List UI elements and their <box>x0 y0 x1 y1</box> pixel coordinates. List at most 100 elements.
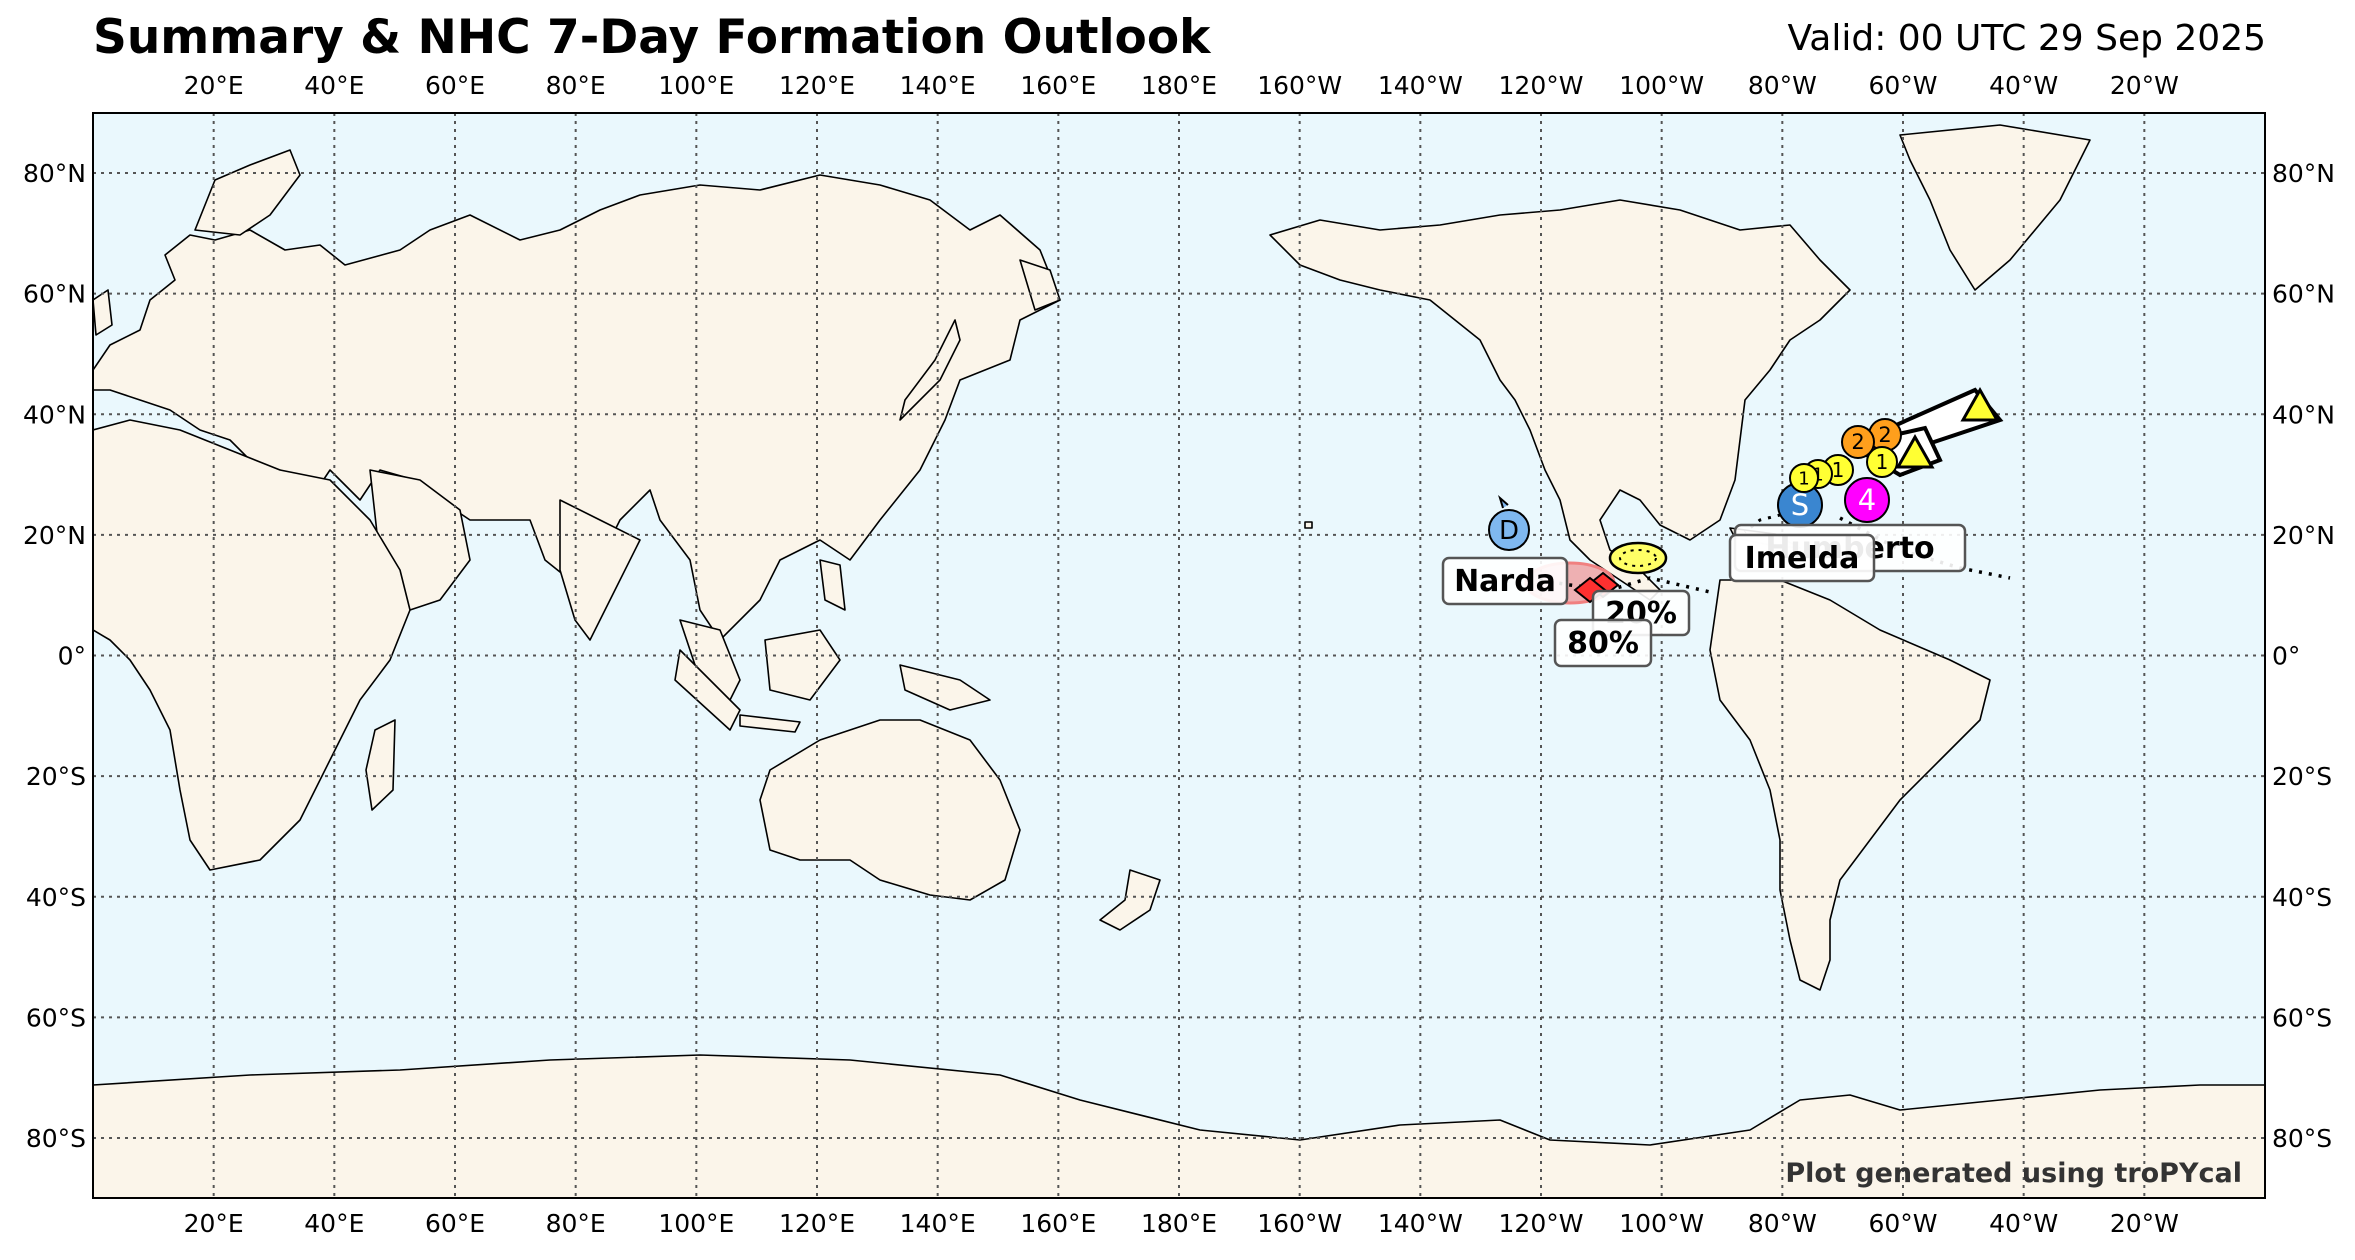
longitude-tick-label: 100°W <box>1619 71 1704 100</box>
longitude-tick-label: 160°E <box>1020 71 1096 100</box>
latitude-tick-label: 80°N <box>2272 159 2335 188</box>
latitude-labels-right: 80°N 60°N 40°N 20°N 0° 20°S 40°S 60°S 80°S <box>2272 159 2335 1153</box>
latitude-tick-label: 20°N <box>23 521 86 550</box>
land-java <box>739 714 801 733</box>
latitude-tick-label: 60°S <box>26 1003 86 1032</box>
longitude-tick-label: 120°E <box>779 1209 855 1238</box>
longitude-tick-label: 40°W <box>1989 71 2058 100</box>
longitude-tick-label: 60°W <box>1868 1209 1937 1238</box>
storm-marker-symbol: S <box>1791 488 1809 522</box>
latitude-tick-label: 20°S <box>26 762 86 791</box>
longitude-tick-label: 60°E <box>425 1209 485 1238</box>
storm-marker-symbol: 1 <box>1798 468 1809 489</box>
latitude-tick-label: 40°S <box>2272 883 2332 912</box>
longitude-tick-label: 140°W <box>1378 1209 1463 1238</box>
land-antarctica <box>93 1054 2265 1198</box>
land-philippines <box>819 559 846 611</box>
latitude-labels-left: 80°N 60°N 40°N 20°N 0° 20°S 40°S 60°S 80°S <box>23 159 86 1153</box>
land-scandinavia <box>194 149 301 236</box>
longitude-tick-label: 100°W <box>1619 1209 1704 1238</box>
storm-marker-circle <box>1866 446 1898 478</box>
longitude-tick-label: 20°E <box>184 71 244 100</box>
longitude-tick-label: 140°E <box>900 71 976 100</box>
latitude-tick-label: 60°N <box>23 280 86 309</box>
land-south-america <box>1709 579 1991 991</box>
longitude-labels-top: 20°E 40°E 60°E 80°E 100°E 120°E 140°E 160°E 180°… <box>184 71 2179 100</box>
longitude-tick-label: 20°W <box>2110 1209 2179 1238</box>
longitude-tick-label: 60°E <box>425 71 485 100</box>
latitude-tick-label: 20°S <box>2272 762 2332 791</box>
label-outlook-80: 80% <box>1553 618 1653 668</box>
storm-marker-depression: D <box>1488 509 1530 551</box>
label-imelda: Imelda <box>1728 533 1876 583</box>
longitude-tick-label: 60°W <box>1868 71 1937 100</box>
longitude-tick-label: 160°W <box>1257 71 1342 100</box>
longitude-tick-label: 120°E <box>779 71 855 100</box>
outlook-area-low <box>1608 541 1668 575</box>
longitude-tick-label: 100°E <box>658 1209 734 1238</box>
land-sumatra <box>674 649 741 731</box>
longitude-tick-label: 40°W <box>1989 1209 2058 1238</box>
credit-text: Plot generated using troPYcal <box>1785 1158 2242 1189</box>
label-narda: Narda <box>1441 556 1569 606</box>
triangle-marker-2 <box>1895 433 1935 469</box>
land-australia <box>759 719 1021 901</box>
longitude-tick-label: 180°E <box>1141 71 1217 100</box>
map-title: Summary & NHC 7-Day Formation Outlook <box>93 10 1211 65</box>
storm-marker-circle <box>1844 477 1890 523</box>
storm-marker-symbol: D <box>1499 516 1519 546</box>
storm-marker-circle <box>1488 509 1530 551</box>
land-north-america <box>1269 199 1851 601</box>
track-imelda <box>1744 508 1801 534</box>
longitude-tick-label: 80°E <box>546 1209 606 1238</box>
land-new-zealand <box>1099 869 1161 931</box>
latitude-tick-label: 80°S <box>2272 1124 2332 1153</box>
longitude-tick-label: 80°W <box>1748 71 1817 100</box>
storm-marker-cat1: 1 <box>1789 463 1819 493</box>
latitude-tick-label: 40°N <box>23 400 86 429</box>
latitude-tick-label: 0° <box>2272 642 2300 671</box>
storm-marker-symbol: 4 <box>1858 483 1876 517</box>
longitude-tick-label: 100°E <box>658 71 734 100</box>
land-japan <box>899 319 961 421</box>
latitude-tick-label: 40°N <box>2272 400 2335 429</box>
storm-marker-symbol: 2 <box>1878 423 1891 447</box>
longitude-tick-label: 80°W <box>1748 1209 1817 1238</box>
longitude-tick-label: 20°W <box>2110 71 2179 100</box>
storm-marker-circle <box>1789 463 1819 493</box>
land-new-guinea <box>899 664 991 711</box>
longitude-tick-label: 40°E <box>304 71 364 100</box>
storm-marker-cat1: 1 <box>1866 446 1898 478</box>
longitude-tick-label: 20°E <box>184 1209 244 1238</box>
latitude-tick-label: 20°N <box>2272 521 2335 550</box>
latitude-tick-label: 0° <box>58 642 86 671</box>
latitude-tick-label: 60°S <box>2272 1003 2332 1032</box>
storm-marker-cat2: 2 <box>1841 425 1875 459</box>
longitude-tick-label: 160°E <box>1020 1209 1096 1238</box>
label-outlook-20: 20% <box>1591 589 1691 637</box>
storm-marker-symbol: 2 <box>1851 430 1864 454</box>
longitude-tick-label: 120°W <box>1499 1209 1584 1238</box>
storm-markers: DS4221111 <box>1488 418 1902 551</box>
land-borneo <box>764 629 841 701</box>
longitude-tick-label: 160°W <box>1257 1209 1342 1238</box>
storm-marker-symbol: 1 <box>1832 458 1845 482</box>
latitude-tick-label: 80°S <box>26 1124 86 1153</box>
storm-marker-circle <box>1841 425 1875 459</box>
longitude-tick-label: 140°E <box>900 1209 976 1238</box>
latitude-tick-label: 40°S <box>26 883 86 912</box>
valid-time: Valid: 00 UTC 29 Sep 2025 <box>1787 18 2266 59</box>
outlook-probability-80: 80% <box>1567 626 1639 661</box>
storm-name-imelda: Imelda <box>1745 541 1860 576</box>
map-frame <box>92 112 2266 1199</box>
longitude-labels-bottom: 20°E 40°E 60°E 80°E 100°E 120°E 140°E 160°E 180°… <box>184 1209 2179 1238</box>
triangle-marker-1 <box>1960 386 2000 422</box>
longitude-tick-label: 40°E <box>304 1209 364 1238</box>
landmasses <box>93 124 2265 1198</box>
land-madagascar <box>365 719 396 811</box>
land-hawaii <box>1304 521 1313 529</box>
land-africa <box>93 419 411 871</box>
longitude-tick-label: 180°E <box>1141 1209 1217 1238</box>
land-india <box>559 499 641 641</box>
